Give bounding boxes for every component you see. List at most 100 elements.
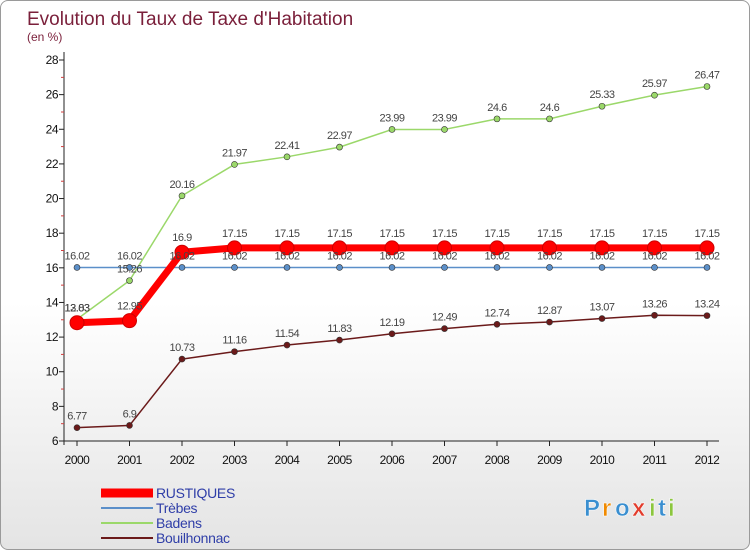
data-label: 17.15 bbox=[432, 228, 457, 240]
data-label: 12.83 bbox=[64, 303, 89, 315]
logo-letter: i bbox=[668, 495, 675, 522]
data-label: 16.02 bbox=[484, 250, 509, 262]
data-label: 12.49 bbox=[432, 312, 457, 324]
series-0 bbox=[69, 240, 715, 331]
data-point bbox=[594, 240, 610, 256]
data-point bbox=[441, 126, 448, 133]
data-point bbox=[493, 320, 501, 328]
y-tick-label: 14 bbox=[46, 295, 59, 309]
y-tick-label: 6 bbox=[52, 434, 59, 448]
x-tick-label: 2003 bbox=[222, 453, 248, 467]
x-tick-label: 2004 bbox=[275, 453, 301, 467]
data-point bbox=[283, 153, 291, 161]
data-point bbox=[283, 341, 291, 349]
data-label: 17.15 bbox=[274, 228, 299, 240]
data-label: 17.15 bbox=[589, 228, 614, 240]
data-label: 24.6 bbox=[487, 102, 507, 114]
x-tick-label: 2005 bbox=[327, 453, 353, 467]
series-3 bbox=[73, 311, 711, 431]
data-point bbox=[437, 240, 452, 256]
series-2 bbox=[73, 83, 711, 323]
data-point bbox=[332, 240, 347, 256]
data-point bbox=[388, 330, 396, 338]
data-label: 16.02 bbox=[64, 250, 89, 262]
logo-letter: r bbox=[602, 495, 611, 522]
data-point bbox=[542, 240, 557, 256]
x-tick-label: 2011 bbox=[643, 453, 668, 467]
data-label: 13.26 bbox=[642, 298, 667, 310]
data-point bbox=[279, 240, 295, 256]
data-point bbox=[122, 313, 137, 329]
data-point bbox=[231, 264, 238, 271]
data-label: 16.02 bbox=[589, 250, 614, 262]
data-label: 16.02 bbox=[537, 250, 562, 262]
data-label: 13.07 bbox=[589, 302, 614, 314]
chart-subtitle: (en %) bbox=[27, 30, 62, 44]
data-point bbox=[546, 264, 553, 271]
data-point bbox=[126, 264, 133, 271]
data-label: 16.02 bbox=[117, 250, 142, 262]
series-1 bbox=[73, 264, 711, 271]
data-point bbox=[227, 240, 242, 256]
data-label: 15.26 bbox=[117, 264, 142, 276]
x-tick-label: 2001 bbox=[117, 453, 143, 467]
data-point bbox=[441, 264, 448, 271]
data-label: 16.02 bbox=[222, 250, 247, 262]
y-tick-label: 20 bbox=[46, 192, 59, 206]
y-tick-label: 12 bbox=[46, 330, 59, 344]
data-point bbox=[73, 424, 81, 431]
data-point bbox=[489, 240, 505, 256]
data-label: 17.15 bbox=[484, 228, 509, 240]
series-labels-3: 6.77 6.9 10.73 11.16 11.54 11.83 12.19 12.49 12.… bbox=[67, 298, 720, 422]
legend-label: Trèbes bbox=[156, 500, 198, 516]
logo-letter: o bbox=[615, 495, 630, 522]
data-label: 6.77 bbox=[67, 411, 87, 423]
x-tick-label: 2000 bbox=[65, 453, 91, 467]
logo-letter: P bbox=[584, 495, 600, 522]
data-point bbox=[174, 244, 190, 260]
data-label: 17.15 bbox=[327, 228, 352, 240]
data-point bbox=[231, 161, 238, 168]
data-label: 11.54 bbox=[275, 328, 300, 340]
data-point bbox=[598, 102, 606, 110]
data-point bbox=[703, 264, 711, 271]
y-tick-label: 26 bbox=[46, 88, 59, 102]
data-point bbox=[178, 264, 186, 271]
data-point bbox=[647, 240, 662, 256]
y-tick-label: 10 bbox=[46, 365, 59, 379]
data-point bbox=[388, 126, 396, 133]
x-tick-label: 2009 bbox=[537, 453, 563, 467]
data-label: 25.97 bbox=[642, 78, 667, 90]
data-label: 16.02 bbox=[169, 250, 194, 262]
data-label: 12.95 bbox=[117, 301, 142, 313]
data-label: 16.02 bbox=[694, 250, 719, 262]
data-label: 26.47 bbox=[694, 69, 719, 81]
data-point bbox=[178, 192, 186, 200]
data-label: 23.99 bbox=[379, 112, 404, 124]
series-labels-0: 12.83 12.95 16.9 17.15 17.15 17.15 17.15 17.15 1… bbox=[64, 228, 720, 315]
data-point bbox=[69, 315, 85, 331]
data-point bbox=[651, 91, 658, 99]
chart-title: Evolution du Taux de Taxe d'Habitation bbox=[27, 9, 353, 30]
x-tick-label: 2010 bbox=[590, 453, 616, 467]
y-tick-label: 16 bbox=[46, 261, 59, 275]
data-label: 11.83 bbox=[327, 323, 352, 335]
x-tick-label: 2012 bbox=[695, 453, 721, 467]
data-point bbox=[336, 143, 343, 151]
y-tick-label: 24 bbox=[46, 122, 59, 136]
data-label: 6.9 bbox=[123, 408, 137, 420]
data-point bbox=[388, 264, 396, 271]
data-point bbox=[598, 315, 606, 322]
data-label: 16.02 bbox=[274, 250, 299, 262]
data-point bbox=[703, 312, 711, 319]
data-label: 16.9 bbox=[172, 232, 192, 244]
legend-label: Badens bbox=[156, 515, 202, 531]
y-tick-label: 22 bbox=[46, 157, 59, 171]
x-tick-label: 2008 bbox=[485, 453, 511, 467]
data-point bbox=[651, 264, 658, 271]
data-point bbox=[546, 115, 553, 123]
